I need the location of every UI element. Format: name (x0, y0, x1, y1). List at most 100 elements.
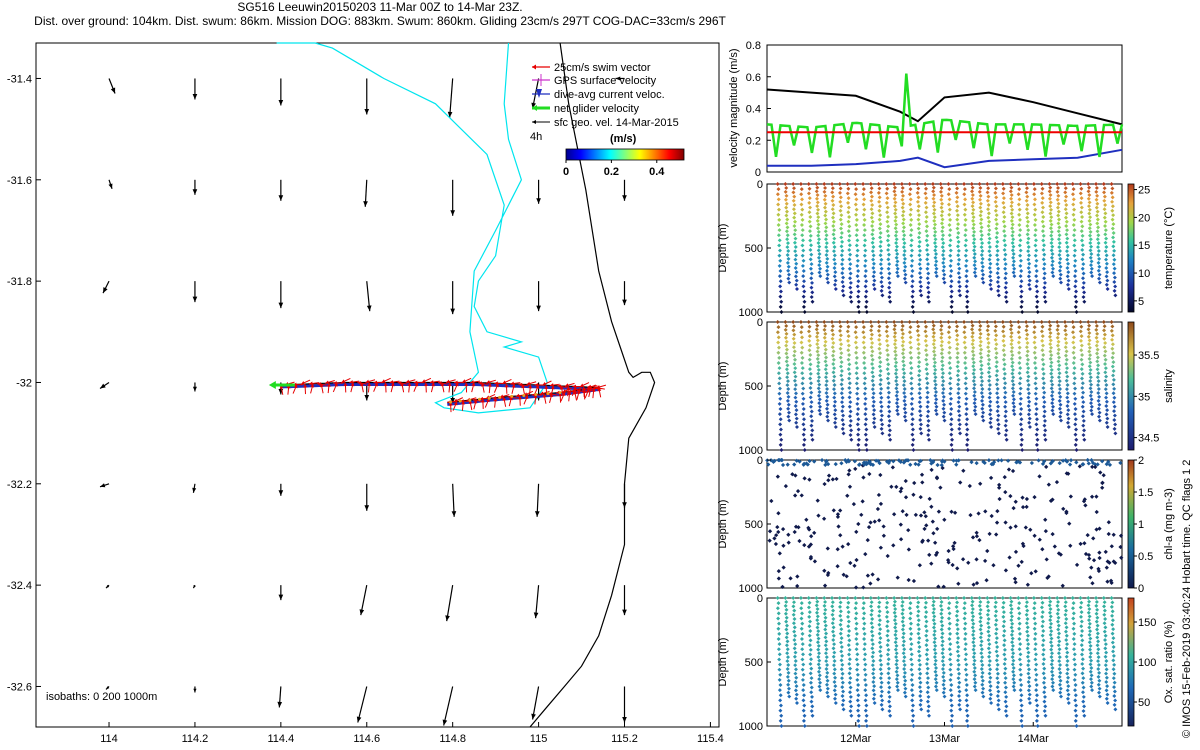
swim-vector (521, 384, 526, 395)
velocity-ytick-label: 0 (755, 167, 761, 179)
profile-point (1095, 221, 1100, 226)
profile-point (1065, 282, 1070, 287)
swim-vector (400, 382, 405, 393)
geo-velocity-arrow (278, 78, 284, 106)
swim-vector (381, 377, 391, 383)
colorbar-label: chl-a (mg m-3) (1163, 488, 1175, 560)
profile-point (986, 186, 991, 191)
profile-point (776, 212, 781, 217)
swim-vector (518, 395, 522, 406)
map-ytick-label: -32.2 (7, 479, 32, 491)
profile-ylabel: Depth (m) (717, 500, 729, 549)
geo-velocity-arrow (450, 179, 456, 216)
swim-vector (390, 382, 395, 393)
profile-point (783, 189, 788, 194)
velocity-panel: 0 0.2 0.4 0.6 0.8 velocity magnitude (m/s) (728, 40, 1124, 179)
swim-vector (424, 382, 428, 393)
profile-point (993, 208, 998, 213)
swim-vector (510, 381, 521, 386)
track-point (487, 396, 491, 400)
profile-point (1026, 236, 1031, 241)
swim-vector (534, 384, 540, 395)
profile-point (962, 187, 967, 192)
geo-velocity-arrow (442, 686, 454, 726)
profile-point (1079, 229, 1084, 234)
profile-point (791, 182, 796, 186)
time-tick-label: 13Mar (929, 733, 961, 745)
profile-point (861, 187, 866, 192)
swim-vector (511, 383, 516, 394)
colorbar-tick-label: 5 (1138, 296, 1144, 308)
swim-vector (581, 387, 592, 392)
profile-point (917, 222, 922, 227)
profile-point (1071, 202, 1076, 207)
profile-point (1041, 214, 1046, 219)
profile-point (1056, 221, 1061, 226)
profile-point (816, 222, 821, 227)
profile-point (1042, 243, 1046, 248)
track-point (449, 400, 453, 404)
swim-vector (292, 384, 298, 394)
geo-velocity-arrow (622, 179, 627, 201)
profile-point (870, 224, 875, 228)
profile-point (915, 190, 920, 195)
swim-vector (405, 379, 416, 384)
profile-point (799, 187, 804, 192)
profile-point (1079, 219, 1084, 224)
legend-label-net: net glider velocity (554, 103, 639, 115)
profile-point (1031, 182, 1036, 186)
profile-point (832, 244, 837, 249)
profile-point (786, 276, 791, 281)
profile-point (1081, 271, 1086, 276)
geo-velocity-arrow (192, 483, 197, 493)
profile-ytick-label: 500 (745, 381, 763, 393)
profile-point (785, 225, 790, 230)
profile-point (1041, 238, 1046, 243)
geo-velocity-arrow (535, 483, 540, 517)
profile-point (845, 182, 850, 186)
map-ytick-label: -31.8 (7, 276, 32, 288)
profile-point (986, 224, 991, 228)
velocity-series-line (766, 88, 1123, 126)
map-ytick-label: -31.6 (7, 175, 32, 187)
colorbar-tick-label: 2 (1138, 455, 1144, 467)
profile-point (1026, 244, 1031, 249)
profile-point (1087, 185, 1092, 190)
profile-point (785, 217, 790, 222)
profile-point (815, 204, 820, 209)
profile-point (972, 252, 977, 257)
geo-velocity-arrow (615, 76, 625, 81)
geo-velocity-arrow (622, 585, 627, 616)
legend-item-gps: GPS surface velocity (532, 74, 657, 87)
profile-point (1016, 182, 1021, 186)
track-point (534, 393, 538, 396)
profile-point (1071, 212, 1076, 217)
profile-point (971, 215, 976, 220)
geo-velocity-arrow (102, 280, 110, 294)
geo-velocity-arrow (278, 585, 284, 601)
swim-vector (591, 388, 596, 399)
profile-ytick-label: 500 (745, 519, 763, 531)
profile-point (970, 204, 975, 209)
profile-point (1064, 211, 1069, 216)
profile-point (1079, 200, 1083, 205)
isobath-label: isobaths: 0 200 1000m (46, 691, 157, 703)
swim-vector (591, 386, 602, 391)
profile-point (971, 218, 976, 223)
profile-point (1071, 197, 1076, 202)
profile-point (900, 189, 905, 194)
map-xtick-label: 115.2 (611, 733, 638, 745)
map-xtick-label: 114.8 (439, 733, 466, 745)
profile-point (1025, 211, 1030, 216)
profile-point (1094, 185, 1099, 190)
profile-point (1048, 226, 1053, 231)
velocity-ytick-label: 0.2 (746, 135, 761, 147)
profile-point (1024, 198, 1029, 203)
profile-point (870, 249, 875, 254)
profile-point (979, 217, 984, 222)
profile-point (1079, 205, 1084, 210)
profile-point (831, 219, 836, 224)
swim-vector (437, 381, 448, 385)
profile-point (794, 253, 798, 258)
colorbar-tick-label: 0.4 (649, 166, 665, 178)
